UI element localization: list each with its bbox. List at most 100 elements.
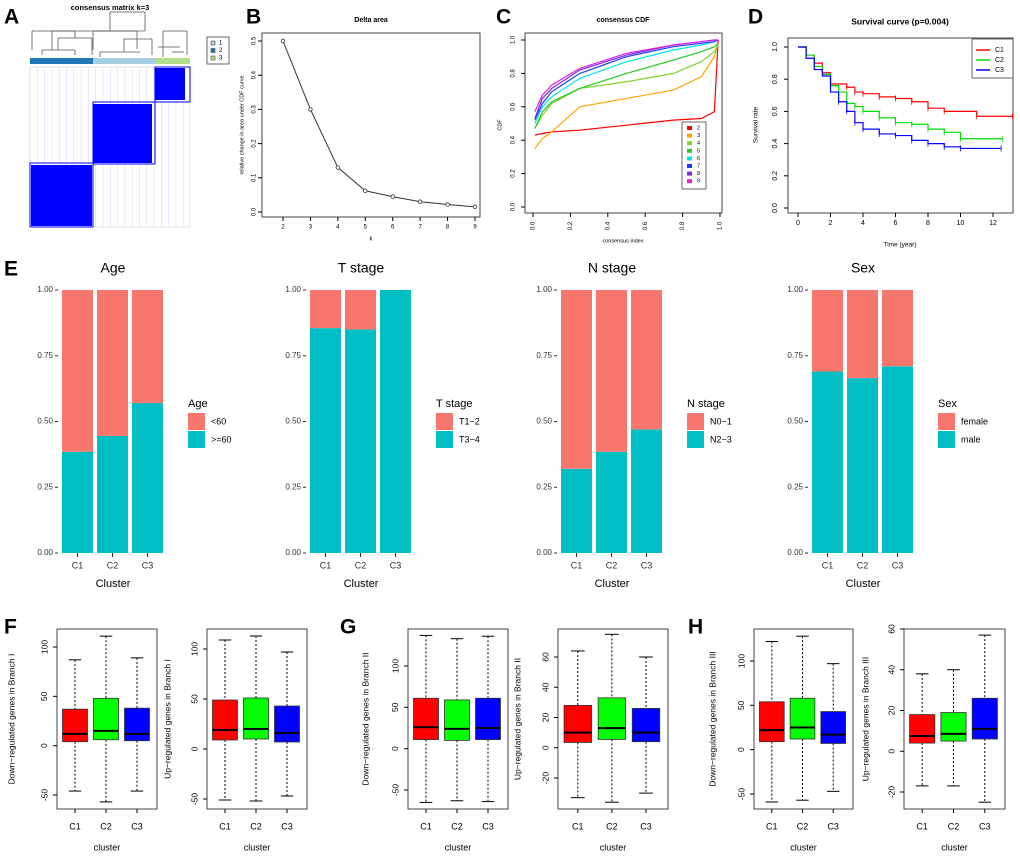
bar-segment-C1-1 (561, 468, 592, 553)
x-tick-label: 0.6 (643, 221, 649, 230)
x-tick-label: C2 (451, 821, 463, 831)
legend-swatch-0 (188, 413, 205, 430)
y-tick-label: 0.4 (511, 135, 517, 144)
legend-label: C2 (995, 57, 1004, 64)
y-tick-label: 0.6 (772, 106, 779, 116)
y-tick-label: 0.00 (787, 548, 803, 557)
y-tick-label: 0.50 (37, 417, 53, 426)
y-tick-label: 20 (886, 706, 896, 716)
y-tick-label: 50 (189, 694, 199, 704)
bar-segment-C2-0 (596, 290, 627, 452)
x-tick-label: C1 (420, 821, 432, 831)
legend-swatch-3 (687, 133, 692, 138)
y-tick-label: 20 (540, 713, 550, 723)
survival-curve-C2 (798, 46, 1003, 140)
survival-curve-C3 (798, 46, 1002, 150)
x-axis-label: cluster (790, 842, 817, 852)
y-tick-label: 0.2 (511, 169, 517, 178)
legend-title: N stage (687, 398, 725, 410)
y-tick-label: 0.8 (772, 74, 779, 84)
y-tick-label: 0.00 (37, 548, 53, 557)
chart-title: T stage (338, 260, 385, 276)
x-tick-label: 0.0 (531, 221, 537, 230)
x-tick-label: C3 (641, 560, 653, 570)
x-tick-label: 12 (989, 220, 997, 227)
data-point (280, 38, 286, 44)
legend-label: T3−4 (459, 434, 480, 444)
bar-segment-C1-1 (62, 451, 93, 553)
y-tick-label: 0.25 (787, 482, 803, 491)
box-C2 (93, 697, 119, 741)
y-axis-label: relative change in area under CDF curve (239, 75, 245, 174)
y-tick-label: 0.0 (772, 203, 779, 213)
x-tick-label: C2 (250, 821, 262, 831)
y-axis-label: Up−regulated genes in Branch II (512, 658, 522, 780)
y-tick-label: 1.0 (772, 42, 779, 52)
x-tick-label: C3 (142, 560, 154, 570)
cluster-bar-1 (93, 58, 155, 64)
legend-label: female (961, 416, 988, 426)
x-axis-label: Cluster (595, 578, 630, 590)
data-point (445, 202, 450, 207)
y-axis-label: Down−regulated genes in Branch II (360, 652, 370, 785)
cdf-line-k2 (534, 39, 719, 136)
y-tick-label: 0.50 (536, 417, 552, 426)
legend-swatch-7 (687, 164, 692, 168)
y-tick-label: 1.0 (511, 35, 517, 44)
bar-segment-C1-0 (561, 290, 592, 469)
box-C1 (909, 714, 936, 744)
legend-label: >=60 (211, 434, 232, 444)
y-tick-label: 0.5 (252, 36, 258, 45)
consensus-block-outline (154, 66, 191, 103)
x-axis-label: cluster (941, 842, 968, 852)
y-tick-label: 0 (189, 746, 199, 751)
legend-label: 2 (697, 125, 700, 131)
chart-title: Sex (851, 260, 875, 276)
delta-area-line (282, 40, 476, 208)
y-axis-label: Up−regulated genes in Branch III (860, 657, 870, 782)
x-tick-label: C1 (916, 821, 928, 831)
panel-label: A (4, 6, 19, 29)
box-C3 (274, 705, 300, 743)
y-tick-label: 0.1 (252, 173, 258, 182)
x-tick-label: 5 (364, 225, 368, 231)
y-tick-label: 0 (540, 745, 550, 750)
legend-swatch-0 (938, 413, 955, 430)
x-axis-label: Cluster (96, 578, 131, 590)
y-axis-label: Survival rate (753, 107, 760, 144)
bar-segment-C3-1 (380, 290, 411, 553)
x-tick-label: 9 (473, 225, 477, 231)
x-tick-label: C1 (72, 560, 84, 570)
x-tick-label: C2 (948, 821, 960, 831)
x-axis-label: k (370, 237, 374, 243)
bar-segment-C2-1 (596, 451, 627, 553)
bar-segment-C1-0 (812, 290, 843, 372)
legend-label: T1−2 (459, 416, 480, 426)
x-tick-label: C2 (100, 821, 112, 831)
x-tick-label: C1 (571, 560, 583, 570)
box-C2 (444, 699, 470, 741)
data-point (335, 165, 341, 170)
y-tick-label: -20 (886, 786, 896, 799)
y-tick-label: 50 (390, 702, 400, 712)
y-tick-label: 1.00 (787, 285, 803, 294)
legend-swatch-1 (436, 431, 453, 448)
legend-title: T stage (436, 398, 473, 410)
legend-swatch-2 (687, 126, 692, 130)
x-tick-label: 8 (926, 220, 930, 227)
chart-title: Delta area (354, 17, 388, 24)
consensus-block-outline (29, 162, 94, 228)
y-tick-label: 0 (886, 749, 896, 754)
data-point (417, 199, 423, 204)
x-tick-label: C2 (355, 560, 367, 570)
y-tick-label: 40 (886, 665, 896, 675)
x-tick-label: 4 (336, 225, 340, 231)
y-tick-label: 0.6 (511, 102, 517, 111)
y-tick-label: 50 (736, 700, 746, 710)
x-tick-label: C1 (822, 560, 834, 570)
bar-segment-C2-1 (847, 378, 878, 553)
legend-label: 3 (697, 133, 700, 139)
data-point (308, 107, 313, 112)
legend-swatch-0 (436, 413, 453, 430)
